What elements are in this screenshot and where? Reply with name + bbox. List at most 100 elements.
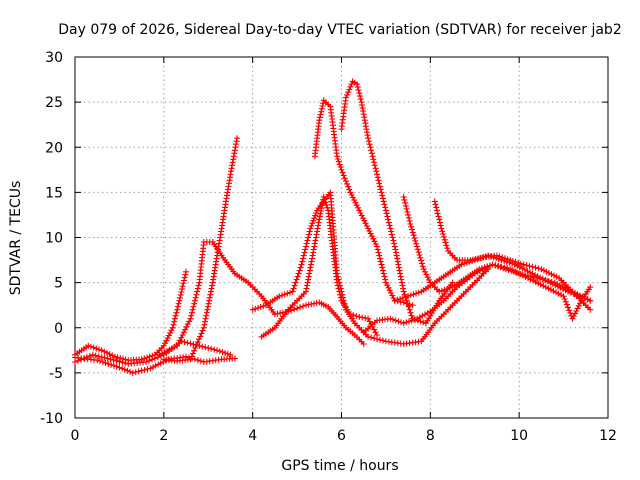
data-point [179, 332, 186, 338]
data-point [170, 321, 177, 328]
data-point [228, 168, 234, 175]
data-point [412, 237, 419, 244]
data-point [565, 304, 571, 311]
data-point [184, 339, 191, 346]
data-point [398, 279, 405, 286]
data-point [155, 361, 162, 368]
data-point [174, 342, 181, 349]
data-point [98, 354, 105, 361]
y-tick-label: -10 [40, 411, 63, 427]
data-point [122, 360, 129, 367]
data-point [439, 228, 446, 235]
data-point [406, 306, 413, 313]
data-point [318, 108, 325, 115]
data-point [181, 277, 187, 284]
data-point [420, 266, 427, 273]
data-point [305, 273, 312, 280]
data-point [509, 267, 516, 274]
data-point [294, 305, 301, 312]
data-point [162, 340, 169, 347]
data-point [368, 147, 375, 154]
data-point [284, 290, 291, 297]
data-point [387, 315, 394, 322]
data-point [179, 286, 185, 293]
data-point [231, 147, 238, 154]
data-point [365, 135, 372, 142]
data-point [342, 303, 349, 310]
data-point [182, 326, 189, 333]
data-point [517, 260, 524, 267]
data-point [334, 270, 341, 277]
data-point [224, 350, 231, 357]
data-point [363, 222, 370, 229]
data-point [368, 334, 375, 341]
data-point [400, 285, 407, 292]
data-point [305, 231, 312, 238]
data-point [379, 264, 386, 271]
data-point [397, 273, 404, 280]
data-point [552, 282, 559, 289]
data-point [587, 297, 594, 304]
data-point [317, 111, 324, 118]
data-point [359, 314, 366, 321]
data-point [504, 265, 511, 272]
data-point [490, 254, 497, 261]
data-point [178, 334, 185, 341]
chart-title: Day 079 of 2026, Sidereal Day-to-day VTE… [58, 22, 621, 38]
data-point [167, 329, 174, 336]
data-point [394, 296, 401, 303]
data-point [296, 267, 303, 274]
data-point [219, 349, 226, 356]
data-point [398, 319, 404, 326]
data-point [342, 94, 349, 101]
data-point [419, 263, 426, 270]
data-point [413, 240, 420, 247]
data-point [422, 268, 428, 275]
data-point [141, 366, 148, 373]
data-point [99, 359, 106, 365]
data-point [291, 282, 298, 289]
data-point [366, 141, 373, 148]
data-point [192, 294, 199, 301]
data-point [369, 233, 375, 240]
data-point [374, 246, 381, 253]
data-point [341, 175, 348, 182]
data-point [249, 306, 256, 313]
data-point [410, 291, 417, 298]
data-point [149, 356, 155, 363]
data-point [397, 298, 404, 305]
data-point [524, 268, 531, 274]
data-point [110, 357, 117, 364]
data-point [102, 359, 109, 366]
data-point [442, 239, 449, 246]
data-point [503, 258, 510, 265]
data-point [433, 204, 440, 211]
data-point [365, 225, 372, 232]
data-point [165, 332, 172, 339]
data-point [114, 354, 121, 361]
data-point [501, 264, 508, 271]
data-point [357, 93, 363, 100]
data-point [560, 293, 567, 300]
data-point [411, 316, 418, 323]
data-point [391, 240, 398, 247]
data-point [424, 309, 431, 316]
data-point [222, 350, 229, 356]
data-point [188, 353, 195, 360]
data-point [520, 261, 527, 268]
data-point [117, 355, 124, 362]
data-point [300, 303, 306, 310]
data-point [375, 177, 382, 184]
data-point [355, 204, 361, 211]
data-point [178, 289, 185, 295]
data-point [274, 310, 281, 317]
data-point [406, 318, 412, 325]
data-point [339, 291, 346, 298]
data-point [190, 303, 197, 310]
data-point [206, 297, 213, 304]
data-point [432, 201, 439, 208]
data-point [335, 158, 342, 165]
data-point [339, 169, 346, 176]
data-point [372, 329, 379, 336]
data-point [535, 265, 542, 272]
